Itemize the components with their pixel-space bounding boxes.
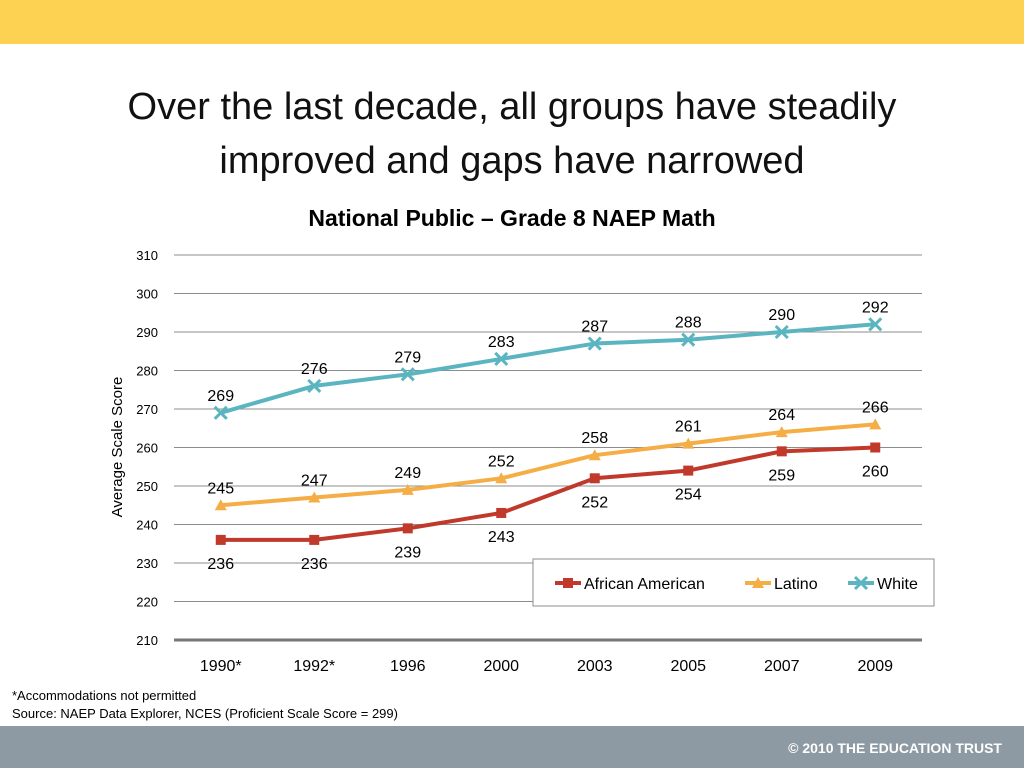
data-point-african-american: [776, 446, 787, 457]
x-tick-label: 1992*: [293, 658, 335, 675]
data-label-white: 287: [581, 319, 608, 336]
series-line-latino: [220, 422, 876, 508]
x-tick-label: 2005: [670, 658, 706, 675]
copyright-text: © 2010 THE EDUCATION TRUST: [788, 740, 1002, 756]
data-point-white: [774, 324, 789, 340]
data-point-african-american: [309, 534, 320, 545]
line-chart: National Public – Grade 8 NAEP Math 210 22…: [109, 205, 935, 675]
data-label-white: 279: [394, 349, 421, 366]
data-label-african-american: 252: [581, 494, 608, 511]
x-tick-label: 2009: [857, 658, 893, 675]
x-tick-label: 2003: [577, 658, 613, 675]
data-label-white: 283: [488, 334, 515, 351]
y-tick-label: 220: [136, 595, 158, 610]
data-point-african-american: [683, 465, 694, 476]
x-tick-label: 2007: [764, 658, 800, 675]
y-tick-label: 310: [136, 248, 158, 263]
data-point-african-american: [402, 523, 413, 534]
data-label-latino: 252: [488, 453, 515, 470]
data-label-african-american: 239: [394, 544, 421, 561]
legend-label-white: White: [877, 576, 918, 593]
footnote-source: Source: NAEP Data Explorer, NCES (Profic…: [12, 706, 398, 721]
slide-title: Over the last decade, all groups have st…: [40, 80, 984, 188]
y-tick-label: 230: [136, 556, 158, 571]
legend-marker-white: [853, 575, 869, 591]
x-tick-label: 1996: [390, 658, 426, 675]
data-point-white: [681, 332, 696, 347]
y-tick-label: 300: [136, 287, 158, 302]
legend-marker-latino: [752, 577, 764, 588]
data-point-african-american: [215, 534, 226, 545]
slide-title-line-1: Over the last decade, all groups have st…: [127, 86, 897, 128]
data-label-latino: 264: [768, 407, 795, 424]
data-label-african-american: 236: [301, 556, 328, 573]
data-label-latino: 261: [675, 419, 702, 436]
y-tick-label: 280: [136, 364, 158, 379]
data-point-latino: [682, 437, 695, 449]
series-line-african-american: [220, 445, 876, 542]
data-point-white: [494, 351, 509, 367]
data-point-latino: [214, 499, 227, 511]
data-point-latino: [401, 483, 414, 495]
series-line-white: [220, 322, 876, 415]
top-accent-bar: [0, 0, 1024, 44]
y-axis-label: Average Scale Score: [109, 377, 126, 518]
data-label-latino: 266: [862, 399, 889, 416]
y-tick-label: 210: [136, 633, 158, 648]
data-label-white: 269: [207, 388, 234, 405]
data-label-white: 292: [862, 299, 889, 316]
data-point-african-american: [589, 473, 600, 484]
data-point-latino: [588, 449, 601, 461]
data-label-white: 288: [675, 315, 702, 332]
data-point-white: [213, 405, 228, 420]
data-point-white: [400, 367, 415, 382]
y-tick-label: 290: [136, 325, 158, 340]
data-label-african-american: 254: [675, 487, 702, 504]
data-point-latino: [869, 418, 882, 430]
y-tick-label: 270: [136, 402, 158, 417]
data-label-latino: 249: [394, 465, 421, 482]
data-label-white: 290: [768, 307, 795, 324]
y-tick-label: 260: [136, 441, 158, 456]
data-label-latino: 247: [301, 473, 328, 490]
legend-marker-african-american: [563, 578, 573, 588]
bottom-footer-bar: © 2010 THE EDUCATION TRUST: [0, 726, 1024, 768]
data-point-latino: [495, 472, 508, 484]
slide-title-line-2: improved and gaps have narrowed: [219, 140, 805, 182]
footnote-accommodations: *Accommodations not permitted: [12, 688, 197, 703]
data-label-white: 276: [301, 361, 328, 378]
data-label-latino: 245: [207, 480, 234, 497]
data-point-white: [587, 336, 602, 351]
data-label-latino: 258: [581, 430, 608, 447]
data-point-latino: [775, 426, 788, 438]
legend-label-latino: Latino: [774, 576, 818, 593]
data-label-african-american: 236: [207, 556, 234, 573]
chart-title: National Public – Grade 8 NAEP Math: [308, 205, 715, 231]
legend-label-african-american: African American: [584, 576, 705, 593]
data-point-african-american: [496, 507, 507, 518]
data-point-white: [307, 378, 322, 393]
y-tick-label: 250: [136, 479, 158, 494]
x-tick-label: 1990*: [200, 658, 242, 675]
data-label-african-american: 243: [488, 529, 515, 546]
x-tick-label: 2000: [483, 658, 519, 675]
data-label-african-american: 259: [768, 467, 795, 484]
data-label-african-american: 260: [862, 464, 889, 481]
data-point-latino: [308, 491, 321, 503]
data-point-african-american: [870, 442, 881, 453]
data-point-white: [868, 317, 883, 332]
y-tick-label: 240: [136, 518, 158, 533]
